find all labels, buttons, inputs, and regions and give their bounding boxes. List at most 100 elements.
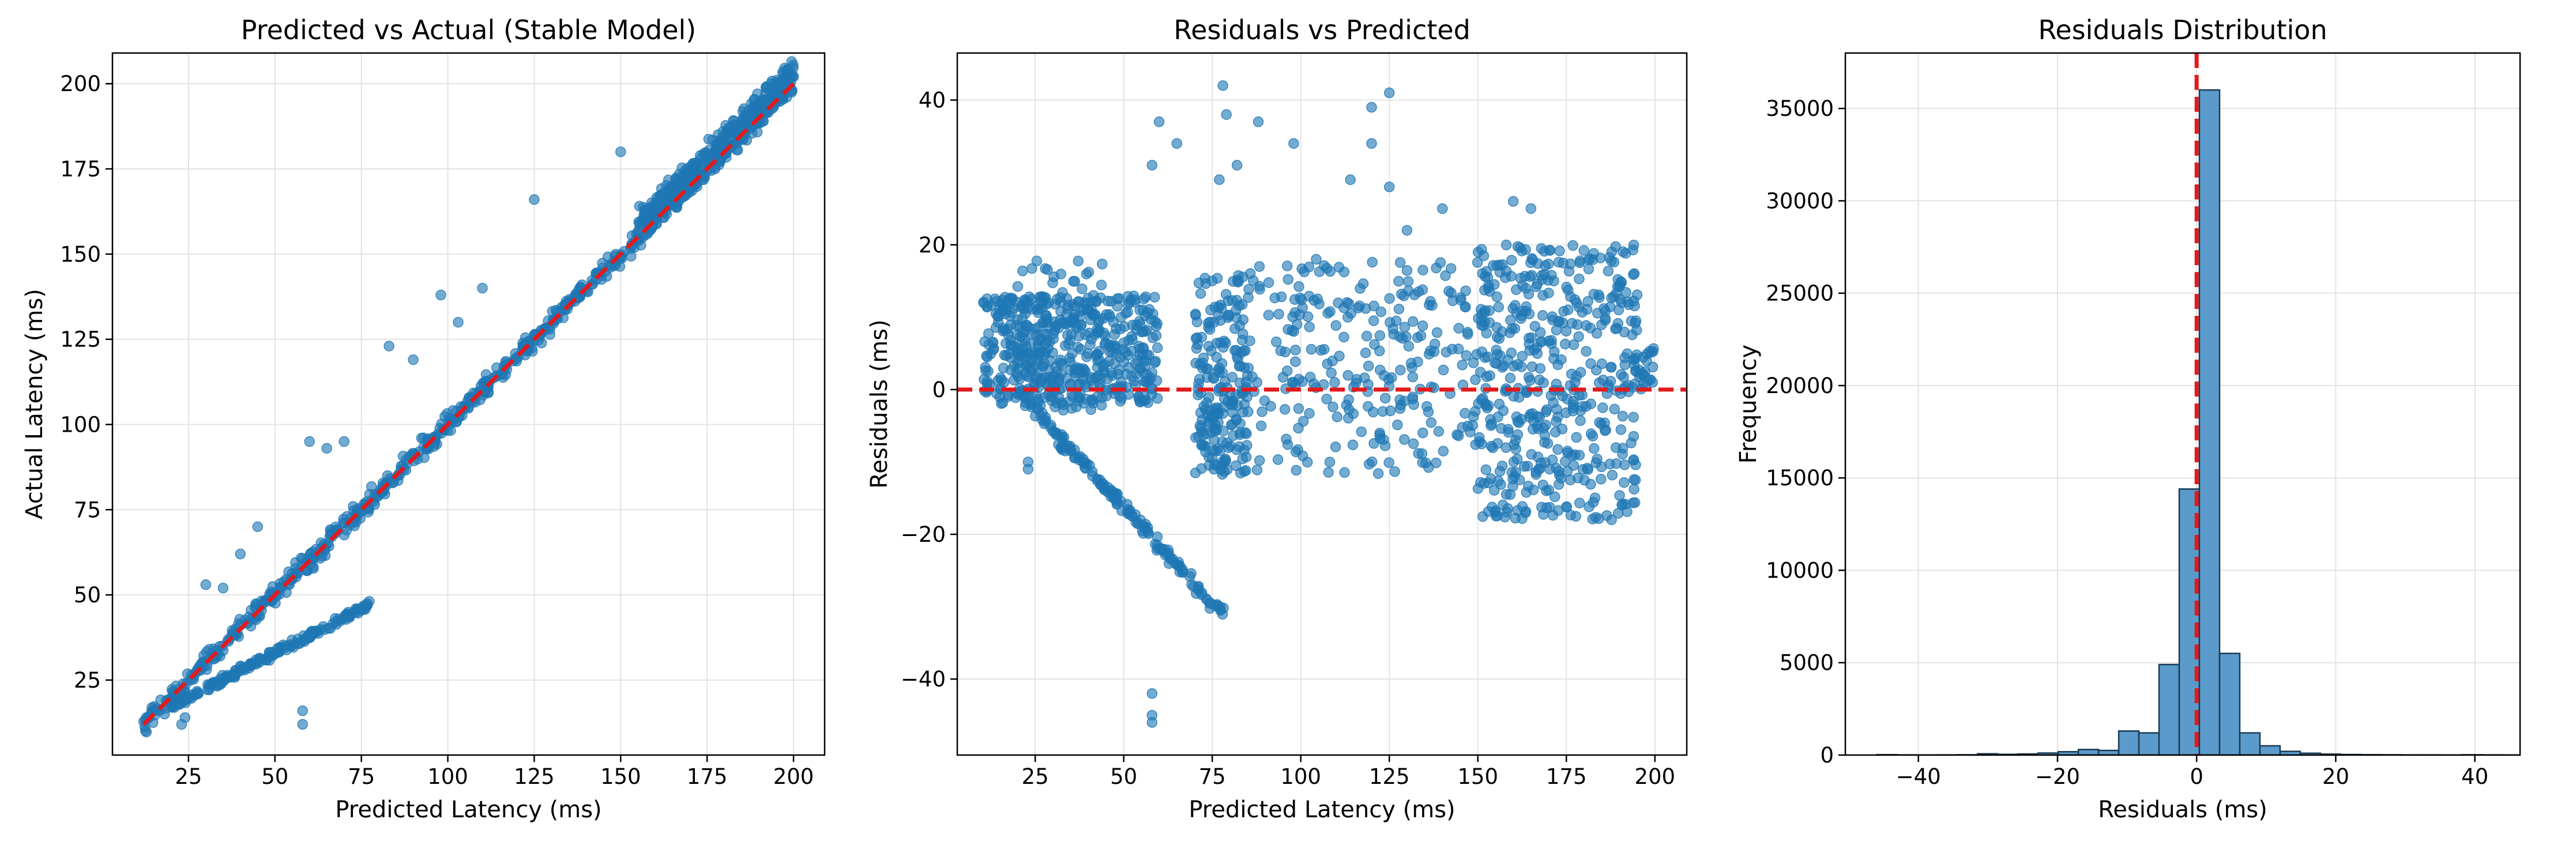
data-point [1063, 339, 1073, 349]
data-point [1409, 290, 1419, 300]
x-tick-label: 125 [1369, 764, 1410, 789]
data-point [1585, 254, 1595, 264]
data-point [251, 599, 261, 609]
data-point [1015, 374, 1025, 384]
data-point [149, 705, 159, 715]
data-point [1238, 315, 1248, 324]
data-point [1138, 350, 1148, 360]
data-point [1588, 431, 1597, 441]
data-point [1096, 293, 1105, 303]
data-point [1025, 339, 1035, 349]
data-point [1295, 310, 1304, 320]
data-point [1325, 457, 1334, 467]
data-point [1584, 502, 1594, 512]
data-point [1379, 435, 1389, 444]
data-point [1381, 393, 1390, 403]
data-point [1363, 402, 1373, 412]
data-point [1574, 274, 1584, 284]
data-point [1622, 507, 1632, 516]
data-point [1526, 203, 1536, 213]
data-point [1629, 484, 1639, 494]
data-point [220, 673, 230, 682]
data-point [1114, 365, 1124, 375]
data-point [1392, 316, 1401, 326]
data-point [1254, 262, 1264, 271]
data-point [1191, 468, 1201, 478]
data-point [1071, 402, 1081, 412]
data-point [1252, 465, 1262, 475]
data-point [245, 661, 255, 671]
data-point [1539, 246, 1549, 256]
data-point [1018, 327, 1028, 337]
y-tick-label: 35000 [1766, 96, 1834, 121]
data-point [1127, 320, 1137, 330]
data-point [1232, 160, 1242, 170]
data-point [1172, 138, 1182, 148]
histogram-bar [2139, 733, 2159, 755]
data-point [1396, 365, 1405, 375]
x-tick-label: 100 [1280, 764, 1321, 789]
data-point [1369, 316, 1379, 326]
data-point [1426, 418, 1436, 428]
data-point [253, 522, 262, 531]
x-axis-label: Predicted Latency (ms) [335, 797, 601, 823]
data-point [1629, 498, 1638, 508]
data-point [1592, 329, 1602, 338]
data-point [1045, 372, 1055, 382]
x-axis-label: Predicted Latency (ms) [1189, 797, 1455, 823]
data-point [1291, 357, 1300, 367]
data-point [1379, 371, 1389, 380]
data-point [1394, 276, 1404, 286]
data-point [1219, 336, 1229, 346]
y-tick-label: 100 [60, 412, 101, 437]
data-point [1026, 365, 1036, 375]
data-point [1615, 295, 1625, 304]
data-point [341, 614, 351, 624]
data-point [1524, 481, 1533, 491]
data-point [1460, 302, 1470, 312]
data-point [1592, 365, 1601, 375]
data-point [1198, 353, 1208, 363]
data-point [1096, 280, 1106, 290]
data-point [1522, 461, 1532, 471]
data-point [1112, 499, 1122, 509]
y-tick-label: −20 [901, 522, 946, 547]
data-point [1538, 311, 1548, 320]
data-point [1629, 296, 1639, 306]
data-point [1400, 322, 1409, 332]
data-point [1586, 480, 1596, 489]
data-point [1506, 348, 1516, 358]
data-point [1418, 321, 1428, 331]
data-point [1322, 359, 1332, 369]
data-point [1348, 409, 1358, 418]
data-point [1353, 303, 1363, 313]
data-point [1081, 269, 1091, 279]
data-point [1139, 294, 1149, 304]
data-point [1594, 290, 1604, 300]
data-point [1535, 375, 1544, 384]
data-point [1475, 433, 1484, 443]
data-point [1498, 363, 1507, 372]
data-point [1397, 289, 1407, 299]
data-point [626, 251, 636, 261]
x-tick-label: 175 [1546, 764, 1587, 789]
data-point [1214, 302, 1224, 312]
data-point [1400, 435, 1409, 444]
data-point [1209, 435, 1219, 445]
data-point [1228, 277, 1238, 286]
data-point [1527, 254, 1537, 263]
data-point [1255, 455, 1265, 465]
data-point [1518, 281, 1528, 290]
data-point [231, 666, 241, 676]
data-point [984, 340, 994, 350]
data-point [1525, 375, 1535, 385]
data-point [1589, 444, 1599, 454]
data-point [1616, 369, 1626, 379]
data-point [1473, 247, 1483, 257]
data-point [1151, 331, 1161, 341]
data-point [1505, 490, 1515, 500]
data-point [1457, 422, 1467, 432]
data-point [1603, 266, 1613, 276]
